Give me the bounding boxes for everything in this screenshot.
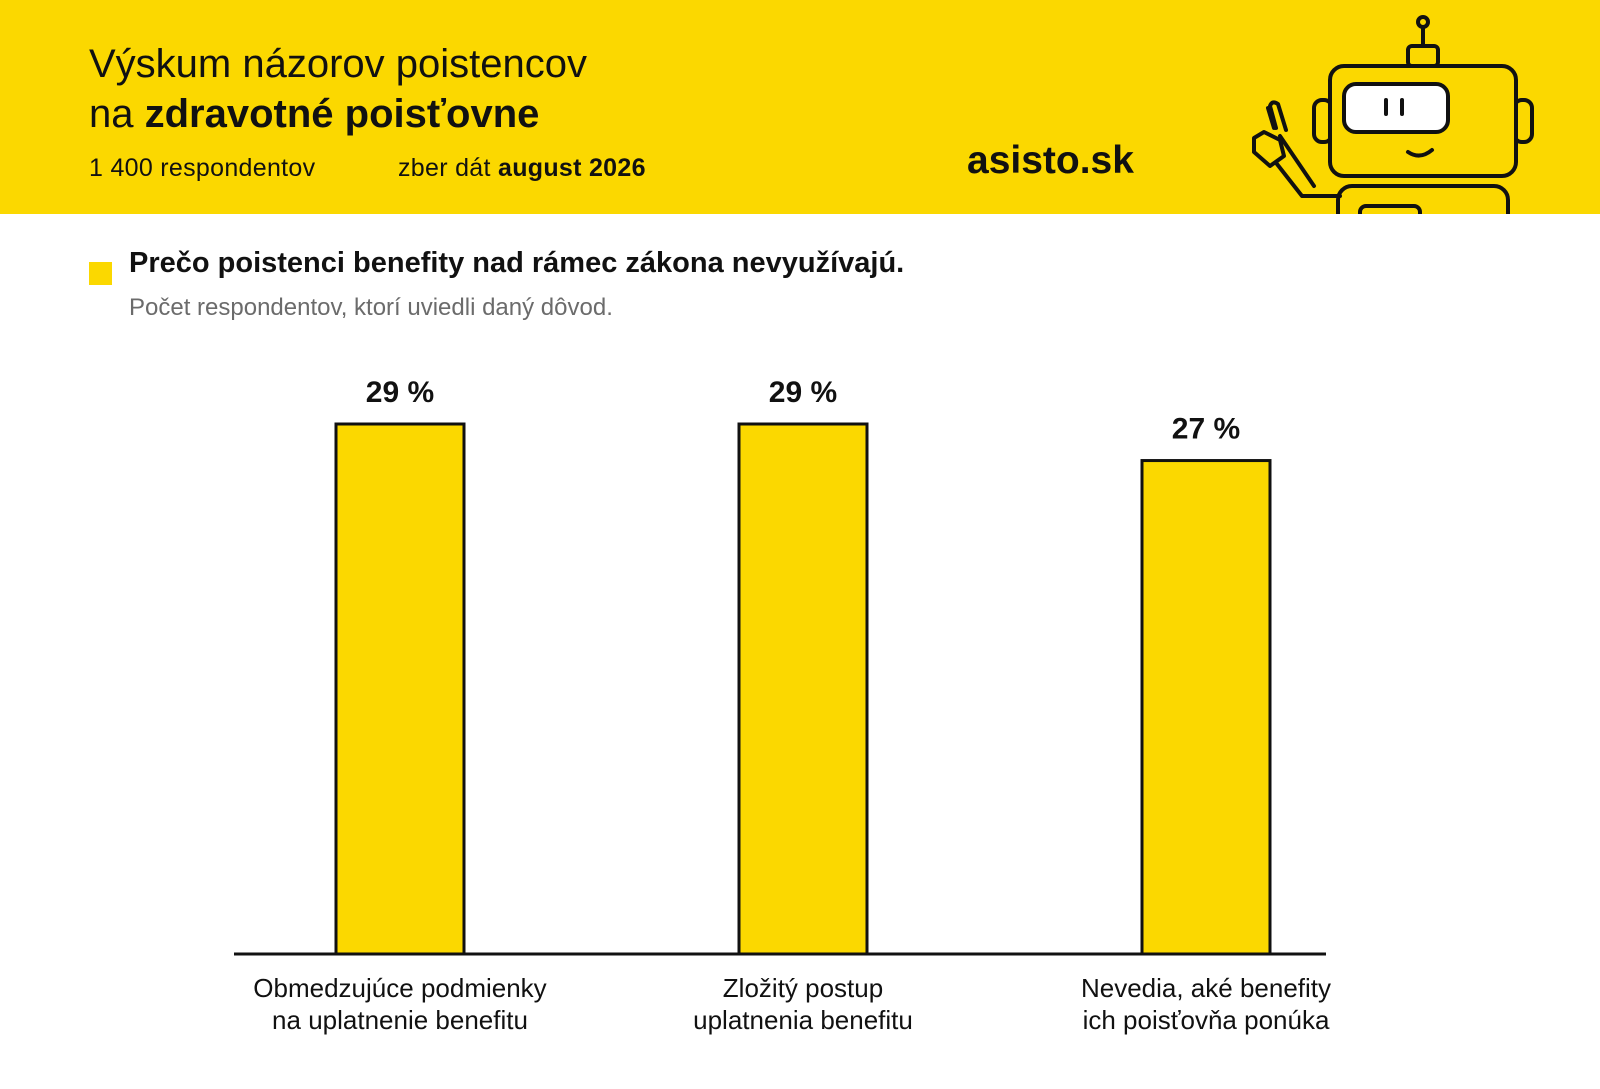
brand-logo[interactable]: asisto.sk xyxy=(967,139,1134,182)
value-label-2: 29 % xyxy=(769,376,837,409)
collection-date-prefix: zber dát xyxy=(398,154,498,182)
value-label-1: 29 % xyxy=(366,376,434,409)
collection-date: zber dát august 2026 xyxy=(398,154,646,183)
bar-2 xyxy=(737,422,869,956)
robot-mascot-icon xyxy=(1252,15,1534,214)
chart-title: Prečo poistenci benefity nad rámec zákon… xyxy=(129,247,905,279)
category-label-2: Zložitý postup uplatnenia benefitu xyxy=(693,973,913,1035)
survey-title-emphasis: zdravotné poisťovne xyxy=(144,92,540,136)
header-banner: Výskum názorov poistencov na zdravotné p… xyxy=(0,0,1600,214)
value-label-3: 27 % xyxy=(1172,413,1240,446)
chart-subtitle: Počet respondentov, ktorí uviedli daný d… xyxy=(129,294,613,321)
legend-swatch xyxy=(89,262,112,285)
collection-date-value: august 2026 xyxy=(497,154,646,182)
respondent-count: 1 400 respondentov xyxy=(89,154,316,182)
category-label-3: Nevedia, aké benefity ich poisťovňa ponúk… xyxy=(1080,973,1332,1035)
bar-1 xyxy=(334,422,466,956)
survey-title-line2: na zdravotné poisťovne xyxy=(89,90,539,138)
category-label-1: Obmedzujúce podmienky na uplatnenie benef… xyxy=(253,973,547,1035)
survey-title-line1: Výskum názorov poistencov xyxy=(89,42,588,86)
survey-title-prefix: na xyxy=(89,92,145,136)
bar-3 xyxy=(1140,459,1272,956)
